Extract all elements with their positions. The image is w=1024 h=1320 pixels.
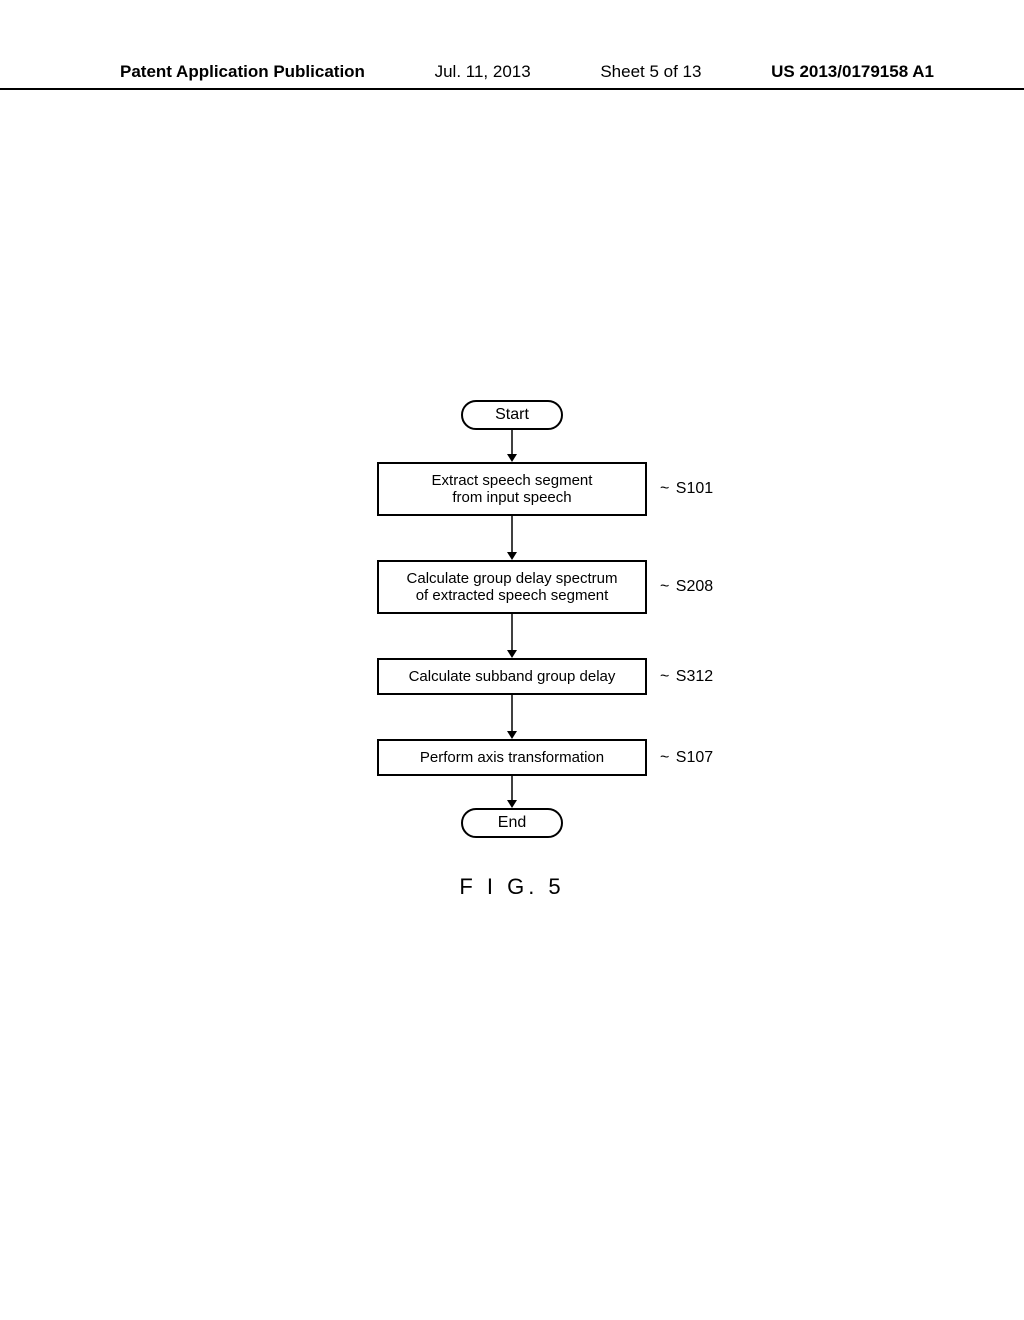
flow-step-label: ~ S101 xyxy=(660,480,713,498)
flow-arrow-icon xyxy=(502,614,522,658)
flow-step-box: Calculate subband group delay xyxy=(377,658,647,695)
header-publication: Patent Application Publication xyxy=(120,62,365,82)
flow-terminal-start: Start xyxy=(461,400,563,430)
flow-step-label-text: S107 xyxy=(676,749,713,766)
flow-step-row: Perform axis transformation ~ S107 xyxy=(0,739,1024,776)
connector-tilde-icon: ~ xyxy=(660,480,676,497)
page-header: Patent Application Publication Jul. 11, … xyxy=(0,62,1024,90)
flow-arrow-icon xyxy=(502,695,522,739)
flow-step-row: Calculate subband group delay ~ S312 xyxy=(0,658,1024,695)
flow-arrow-icon xyxy=(502,516,522,560)
flow-step-text: Calculate subband group delay xyxy=(391,668,633,685)
figure-caption: F I G. 5 xyxy=(459,874,564,900)
flow-step-text: Perform axis transformation xyxy=(391,749,633,766)
flow-step-label-text: S312 xyxy=(676,668,713,685)
connector-tilde-icon: ~ xyxy=(660,578,676,595)
flow-terminal-end: End xyxy=(461,808,563,838)
header-docnumber: US 2013/0179158 A1 xyxy=(771,62,934,82)
flowchart: Start Extract speech segmentfrom input sp… xyxy=(0,400,1024,900)
flow-step-text: Extract speech segment xyxy=(391,472,633,489)
flow-step-row: Extract speech segmentfrom input speech ~… xyxy=(0,462,1024,516)
flow-step-text: from input speech xyxy=(391,489,633,506)
flow-step-text: Calculate group delay spectrum xyxy=(391,570,633,587)
flow-step-box: Extract speech segmentfrom input speech xyxy=(377,462,647,516)
flow-arrow-icon xyxy=(502,776,522,808)
flow-step-label: ~ S107 xyxy=(660,749,713,767)
flow-step-label-text: S208 xyxy=(676,578,713,595)
flow-step-row: Calculate group delay spectrumof extract… xyxy=(0,560,1024,614)
connector-tilde-icon: ~ xyxy=(660,668,676,685)
flow-step-label-text: S101 xyxy=(676,480,713,497)
flow-step-box: Perform axis transformation xyxy=(377,739,647,776)
connector-tilde-icon: ~ xyxy=(660,749,676,766)
flow-step-label: ~ S312 xyxy=(660,668,713,686)
header-sheet: Sheet 5 of 13 xyxy=(600,62,701,82)
flow-arrow-icon xyxy=(502,430,522,462)
flow-step-label: ~ S208 xyxy=(660,578,713,596)
flow-step-text: of extracted speech segment xyxy=(391,587,633,604)
header-date: Jul. 11, 2013 xyxy=(435,62,531,82)
flow-step-box: Calculate group delay spectrumof extract… xyxy=(377,560,647,614)
